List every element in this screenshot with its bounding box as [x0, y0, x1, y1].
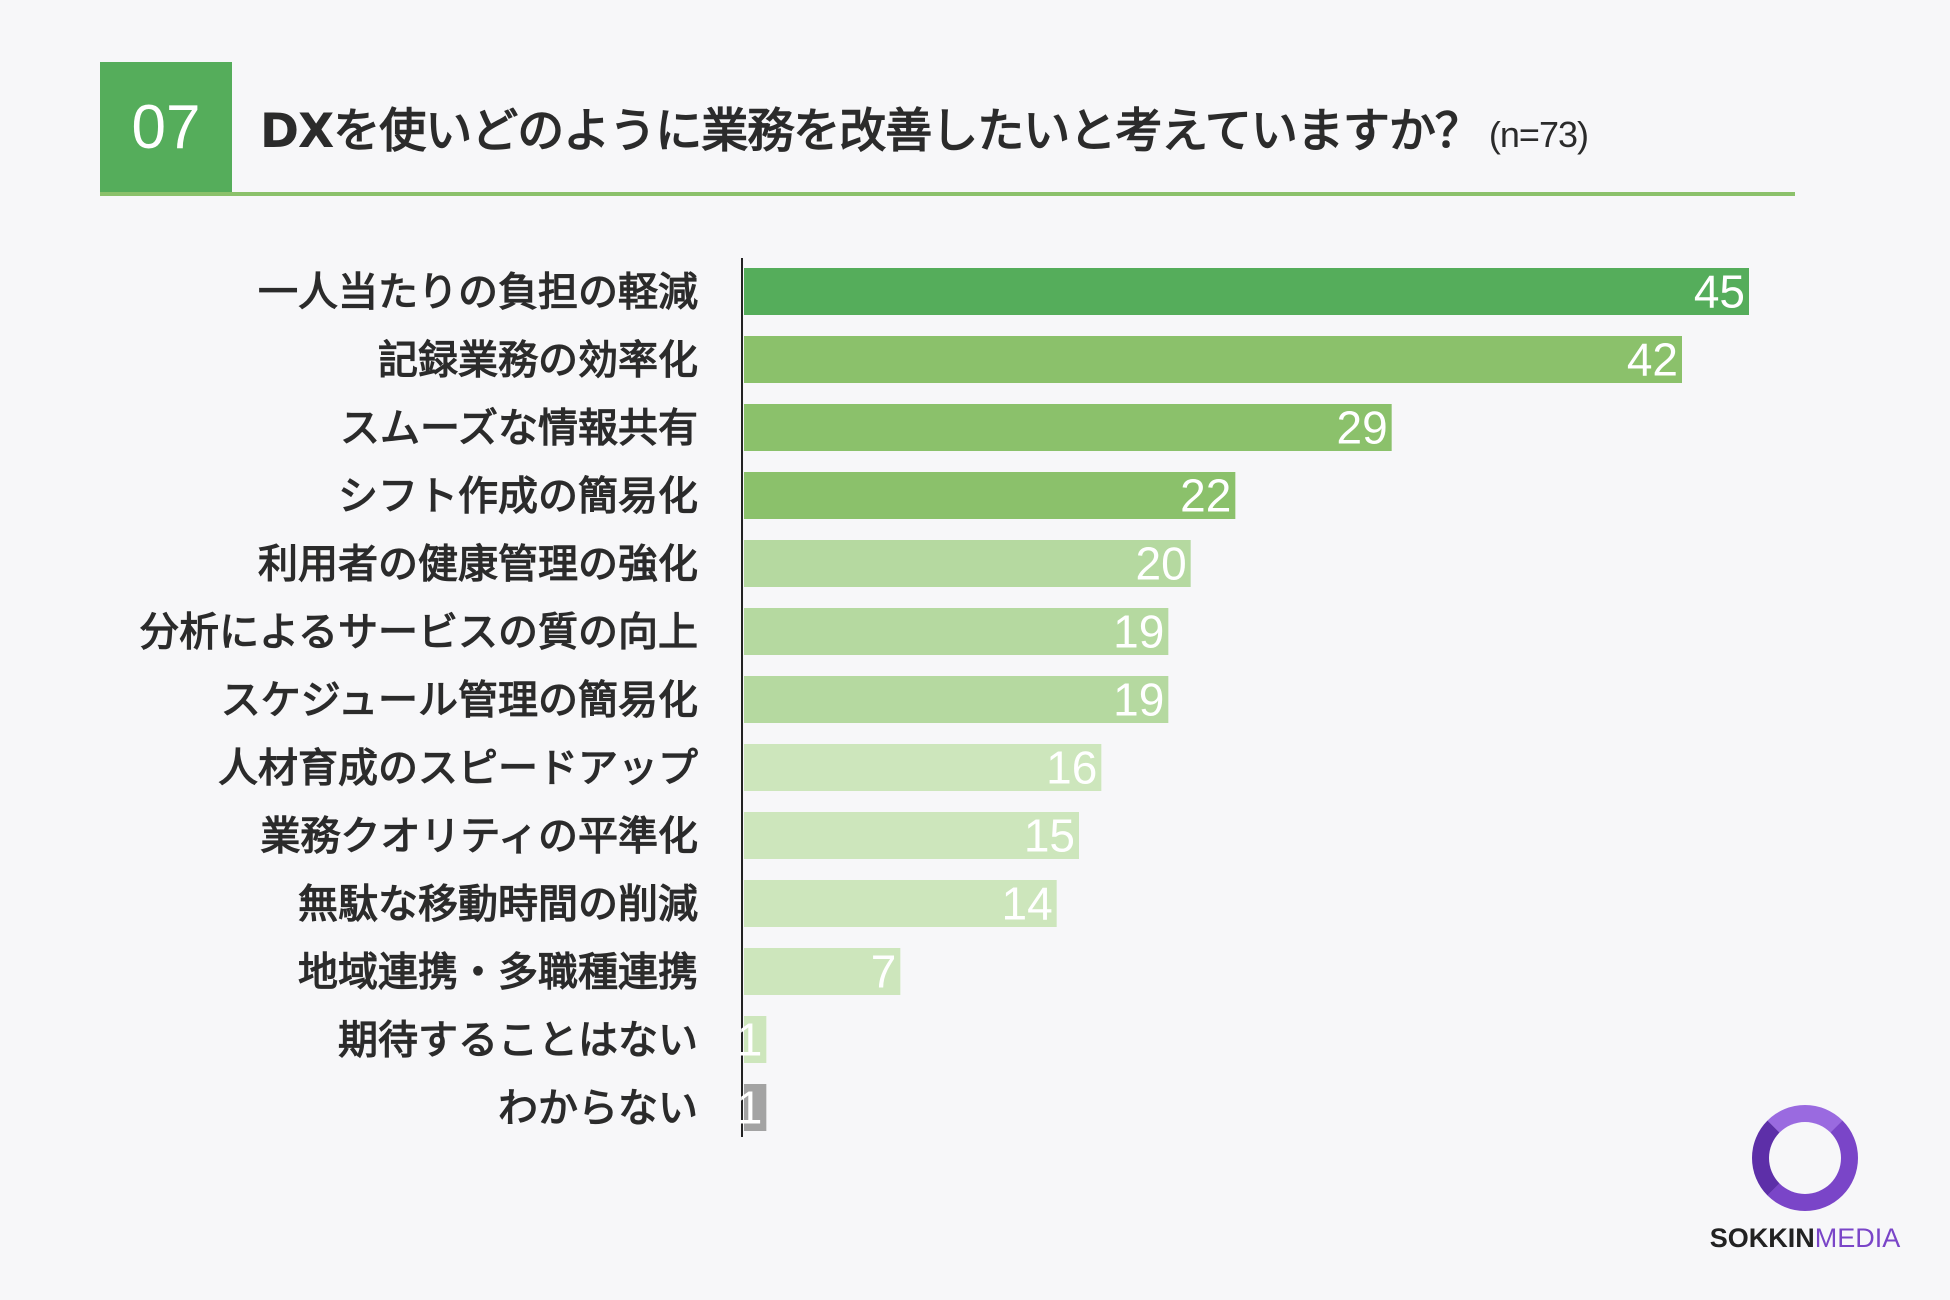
chart-header: 07 DXを使いどのように業務を改善したいと考えていますか？ (n=73): [100, 62, 1795, 197]
sample-size: (n=73): [1488, 114, 1589, 155]
value-label-2: 42: [1627, 334, 1678, 386]
bar-10: [744, 880, 1057, 927]
category-label-7: スケジュール管理の簡易化: [221, 678, 698, 724]
bar-1: [744, 268, 1749, 315]
bar-5: [744, 540, 1191, 587]
question-number: 07: [100, 62, 232, 193]
value-label-13: 1: [737, 1082, 763, 1134]
category-label-2: 記録業務の効率化: [378, 338, 698, 384]
category-label-10: 無駄な移動時間の削減: [298, 882, 698, 928]
value-label-11: 7: [871, 946, 897, 998]
value-label-4: 22: [1180, 470, 1231, 522]
category-label-13: わからない: [498, 1086, 698, 1132]
category-label-1: 一人当たりの負担の軽減: [258, 270, 698, 316]
bar-9: [744, 812, 1079, 859]
category-label-5: 利用者の健康管理の強化: [258, 542, 698, 588]
title-text: DXを使いどのように業務を改善したいと考えていますか？: [260, 104, 1482, 159]
bar-3: [744, 404, 1392, 451]
value-label-10: 14: [1001, 878, 1052, 930]
title-underline: [100, 192, 1795, 196]
bar-6: [744, 608, 1169, 655]
category-label-4: シフト作成の簡易化: [338, 474, 698, 520]
value-label-5: 20: [1135, 538, 1186, 590]
category-label-6: 分析によるサービスの質の向上: [139, 610, 698, 656]
value-label-6: 19: [1113, 606, 1164, 658]
logo-text-light: MEDIA: [1814, 1223, 1901, 1253]
value-label-8: 16: [1046, 742, 1097, 794]
bar-4: [744, 472, 1236, 519]
bar-12: [744, 1016, 767, 1063]
category-label-3: スムーズな情報共有: [340, 406, 698, 452]
logo-ring-icon: [1752, 1105, 1858, 1211]
value-label-7: 19: [1113, 674, 1164, 726]
bar-13: [744, 1084, 767, 1131]
value-label-12: 1: [737, 1014, 763, 1066]
bar-7: [744, 676, 1169, 723]
bar-11: [744, 948, 901, 995]
category-label-9: 業務クオリティの平準化: [260, 814, 698, 860]
value-label-1: 45: [1694, 266, 1745, 318]
value-label-3: 29: [1336, 402, 1387, 454]
category-label-8: 人材育成のスピードアップ: [218, 746, 698, 792]
sokkin-media-logo: SOKKINMEDIA: [1695, 1105, 1915, 1255]
bar-8: [744, 744, 1102, 791]
chart-title: DXを使いどのように業務を改善したいと考えていますか？ (n=73): [260, 92, 1589, 161]
category-label-12: 期待することはない: [338, 1018, 698, 1064]
logo-text-bold: SOKKIN: [1709, 1223, 1815, 1253]
logo-text: SOKKINMEDIA: [1695, 1223, 1915, 1254]
value-label-9: 15: [1024, 810, 1075, 862]
category-label-11: 地域連携・多職種連携: [298, 950, 698, 996]
bar-2: [744, 336, 1682, 383]
